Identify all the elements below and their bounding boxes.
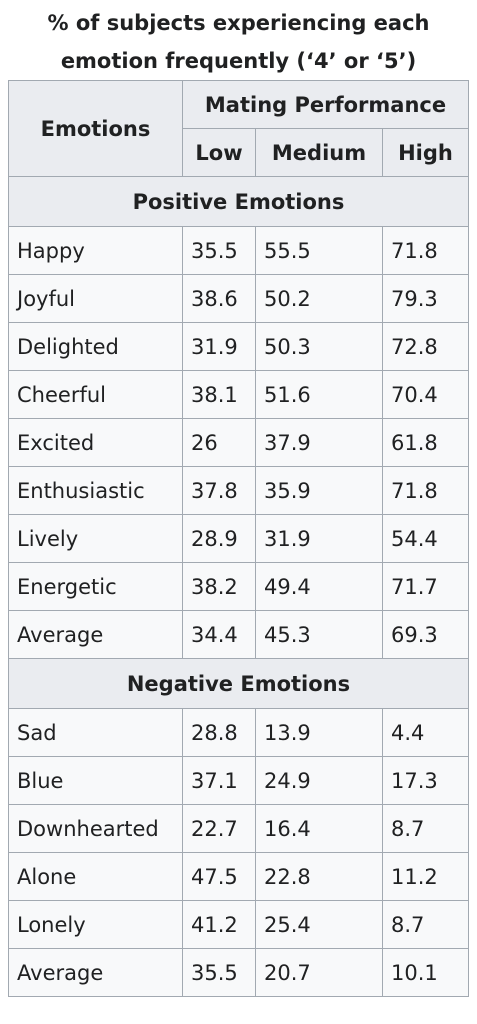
table-caption: % of subjects experiencing each emotion … bbox=[47, 11, 430, 73]
header-high: High bbox=[382, 128, 469, 177]
medium-cell: 16.4 bbox=[255, 804, 383, 853]
high-cell: 71.8 bbox=[382, 466, 469, 515]
emotion-cell: Lively bbox=[8, 514, 183, 563]
emotion-cell: Enthusiastic bbox=[8, 466, 183, 515]
low-cell: 35.5 bbox=[182, 226, 256, 275]
medium-cell: 45.3 bbox=[255, 610, 383, 659]
low-cell: 35.5 bbox=[182, 948, 256, 997]
emotion-cell: Lonely bbox=[8, 900, 183, 949]
high-cell: 10.1 bbox=[382, 948, 469, 997]
low-cell: 37.8 bbox=[182, 466, 256, 515]
high-cell: 69.3 bbox=[382, 610, 469, 659]
emotion-cell: Blue bbox=[8, 756, 183, 805]
low-cell: 38.1 bbox=[182, 370, 256, 419]
emotion-cell: Downhearted bbox=[8, 804, 183, 853]
low-cell: 31.9 bbox=[182, 322, 256, 371]
high-cell: 61.8 bbox=[382, 418, 469, 467]
table-row: Happy 35.5 55.5 71.8 bbox=[8, 226, 469, 275]
medium-cell: 50.3 bbox=[255, 322, 383, 371]
table-row: Lively 28.9 31.9 54.4 bbox=[8, 514, 469, 563]
emotion-cell: Excited bbox=[8, 418, 183, 467]
emotion-cell: Happy bbox=[8, 226, 183, 275]
table-row: Average 34.4 45.3 69.3 bbox=[8, 610, 469, 659]
high-cell: 71.7 bbox=[382, 562, 469, 611]
high-cell: 11.2 bbox=[382, 852, 469, 901]
medium-cell: 50.2 bbox=[255, 274, 383, 323]
table-row: Joyful 38.6 50.2 79.3 bbox=[8, 274, 469, 323]
low-cell: 38.2 bbox=[182, 562, 256, 611]
high-cell: 72.8 bbox=[382, 322, 469, 371]
low-cell: 41.2 bbox=[182, 900, 256, 949]
low-cell: 26 bbox=[182, 418, 256, 467]
table-row: Enthusiastic 37.8 35.9 71.8 bbox=[8, 466, 469, 515]
low-cell: 22.7 bbox=[182, 804, 256, 853]
table-row: Downhearted 22.7 16.4 8.7 bbox=[8, 804, 469, 853]
emotion-cell: Joyful bbox=[8, 274, 183, 323]
emotions-table: Emotions Mating Performance Low Medium H… bbox=[8, 80, 469, 997]
emotion-cell: Energetic bbox=[8, 562, 183, 611]
medium-cell: 20.7 bbox=[255, 948, 383, 997]
emotion-cell: Average bbox=[8, 610, 183, 659]
medium-cell: 31.9 bbox=[255, 514, 383, 563]
table-row: Excited 26 37.9 61.8 bbox=[8, 418, 469, 467]
medium-cell: 37.9 bbox=[255, 418, 383, 467]
table-row: Alone 47.5 22.8 11.2 bbox=[8, 852, 469, 901]
emotion-cell: Sad bbox=[8, 708, 183, 757]
high-cell: 71.8 bbox=[382, 226, 469, 275]
low-cell: 34.4 bbox=[182, 610, 256, 659]
high-cell: 4.4 bbox=[382, 708, 469, 757]
positive-emotions-heading: Positive Emotions bbox=[8, 176, 469, 227]
emotion-cell: Cheerful bbox=[8, 370, 183, 419]
high-cell: 54.4 bbox=[382, 514, 469, 563]
table-row: Blue 37.1 24.9 17.3 bbox=[8, 756, 469, 805]
medium-cell: 51.6 bbox=[255, 370, 383, 419]
header-emotions: Emotions bbox=[8, 80, 183, 177]
medium-cell: 13.9 bbox=[255, 708, 383, 757]
header-low: Low bbox=[182, 128, 256, 177]
low-cell: 47.5 bbox=[182, 852, 256, 901]
medium-cell: 25.4 bbox=[255, 900, 383, 949]
header-mating-performance: Mating Performance bbox=[182, 80, 469, 129]
high-cell: 8.7 bbox=[382, 804, 469, 853]
medium-cell: 49.4 bbox=[255, 562, 383, 611]
low-cell: 28.8 bbox=[182, 708, 256, 757]
low-cell: 37.1 bbox=[182, 756, 256, 805]
table-row: Energetic 38.2 49.4 71.7 bbox=[8, 562, 469, 611]
high-cell: 79.3 bbox=[382, 274, 469, 323]
high-cell: 8.7 bbox=[382, 900, 469, 949]
table-row: Delighted 31.9 50.3 72.8 bbox=[8, 322, 469, 371]
emotion-cell: Alone bbox=[8, 852, 183, 901]
table-row: Average 35.5 20.7 10.1 bbox=[8, 948, 469, 997]
table-row: Lonely 41.2 25.4 8.7 bbox=[8, 900, 469, 949]
high-cell: 70.4 bbox=[382, 370, 469, 419]
high-cell: 17.3 bbox=[382, 756, 469, 805]
emotion-cell: Delighted bbox=[8, 322, 183, 371]
low-cell: 28.9 bbox=[182, 514, 256, 563]
header-medium: Medium bbox=[255, 128, 383, 177]
medium-cell: 24.9 bbox=[255, 756, 383, 805]
medium-cell: 55.5 bbox=[255, 226, 383, 275]
table-row: Cheerful 38.1 51.6 70.4 bbox=[8, 370, 469, 419]
medium-cell: 35.9 bbox=[255, 466, 383, 515]
emotion-cell: Average bbox=[8, 948, 183, 997]
negative-emotions-heading: Negative Emotions bbox=[8, 658, 469, 709]
table-row: Sad 28.8 13.9 4.4 bbox=[8, 708, 469, 757]
low-cell: 38.6 bbox=[182, 274, 256, 323]
medium-cell: 22.8 bbox=[255, 852, 383, 901]
